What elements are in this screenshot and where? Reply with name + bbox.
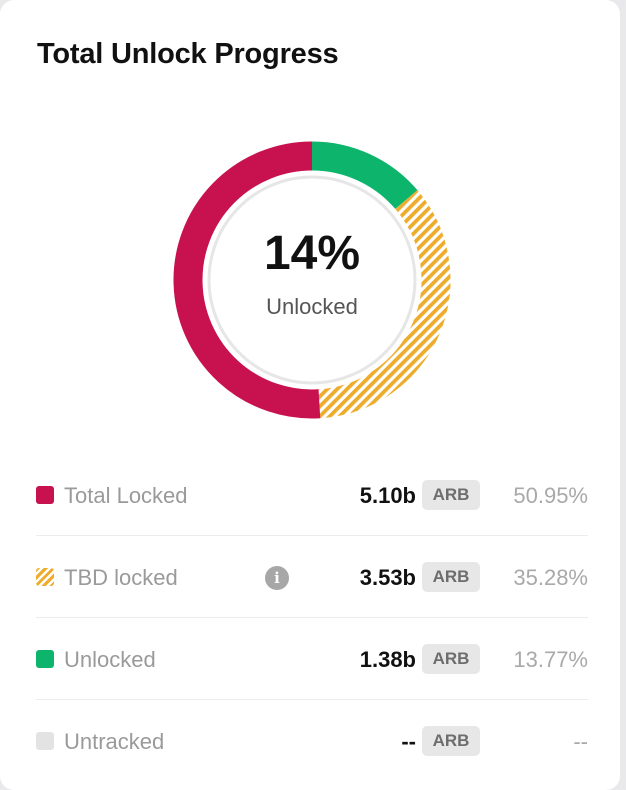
info-icon[interactable]: i xyxy=(265,566,289,590)
legend-swatch-unlocked xyxy=(36,650,54,668)
donut-slice-total-locked xyxy=(173,141,321,419)
legend-row-unlocked: Unlocked 1.38b ARB 13.77% xyxy=(36,618,588,700)
legend-percent: -- xyxy=(573,729,588,754)
unit-badge: ARB xyxy=(422,562,480,592)
center-label: Unlocked xyxy=(266,294,358,319)
legend-percent: 50.95% xyxy=(513,483,588,508)
row-divider xyxy=(36,535,588,536)
legend-value: -- xyxy=(401,729,416,754)
legend-swatch-locked xyxy=(36,486,54,504)
unit-badge: ARB xyxy=(422,644,480,674)
legend-label: Untracked xyxy=(64,729,165,754)
row-divider xyxy=(36,617,588,618)
legend-swatch-tbd xyxy=(36,568,54,586)
unit-badge: ARB xyxy=(422,480,480,510)
legend-label: Total Locked xyxy=(64,483,188,508)
legend-row-tbd-locked: TBD locked i 3.53b ARB 35.28% xyxy=(36,536,588,618)
donut-chart: 14% Unlocked xyxy=(160,128,464,432)
legend-label: TBD locked xyxy=(64,565,178,590)
donut-slice-unlocked xyxy=(311,141,418,210)
inner-ring xyxy=(207,175,417,385)
card-title: Total Unlock Progress xyxy=(37,38,339,70)
unit-badge: ARB xyxy=(422,726,480,756)
legend-percent: 35.28% xyxy=(513,565,588,590)
legend-row-total-locked: Total Locked 5.10b ARB 50.95% xyxy=(36,454,588,536)
legend-value: 3.53b xyxy=(359,565,416,590)
legend-label: Unlocked xyxy=(64,647,156,672)
center-percent: 14% xyxy=(263,227,361,280)
legend-value: 5.10b xyxy=(359,483,416,508)
donut-svg xyxy=(173,141,451,419)
donut-slice-tbd-locked xyxy=(318,190,451,419)
legend-percent: 13.77% xyxy=(513,647,588,672)
row-divider xyxy=(36,699,588,700)
legend-value: 1.38b xyxy=(359,647,416,672)
legend-swatch-untracked xyxy=(36,732,54,750)
legend-row-untracked: Untracked -- ARB -- xyxy=(36,700,588,782)
